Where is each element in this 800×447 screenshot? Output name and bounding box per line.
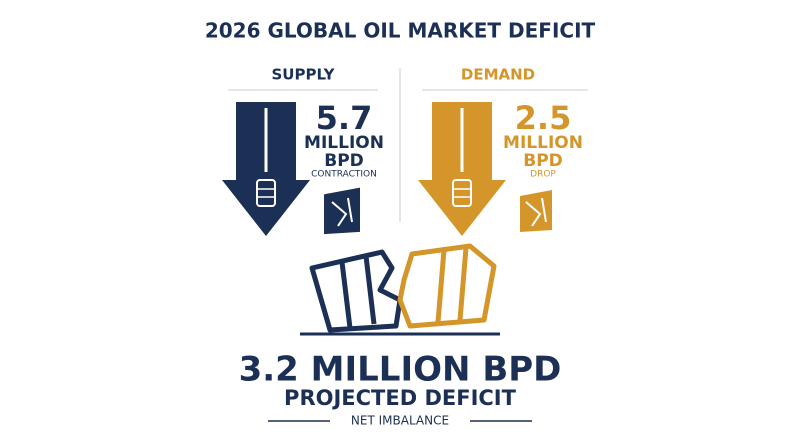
- summary-caption: NET IMBALANCE: [351, 414, 449, 428]
- summary-headline: 3.2 MILLION BPD: [239, 350, 562, 390]
- crushed-barrels: [300, 243, 500, 336]
- supply-arrow: [222, 102, 310, 236]
- crushed-barrel: [520, 190, 552, 232]
- crushed-barrel: [324, 187, 360, 235]
- supply-unit: MILLION: [304, 133, 384, 153]
- summary-subheadline: PROJECTED DEFICIT: [284, 386, 517, 410]
- supply-amount: 5.7: [316, 99, 373, 137]
- supply-caption: CONTRACTION: [311, 170, 377, 180]
- demand-label: DEMAND: [461, 66, 535, 84]
- demand-caption: DROP: [530, 170, 556, 180]
- demand-arrow: [418, 102, 506, 236]
- supply-unit: BPD: [324, 151, 364, 171]
- demand-unit: BPD: [523, 151, 563, 171]
- title: 2026 GLOBAL OIL MARKET DEFICIT: [205, 19, 596, 43]
- supply-label: SUPPLY: [271, 66, 335, 84]
- demand-amount: 2.5: [515, 99, 572, 137]
- demand-unit: MILLION: [503, 133, 583, 153]
